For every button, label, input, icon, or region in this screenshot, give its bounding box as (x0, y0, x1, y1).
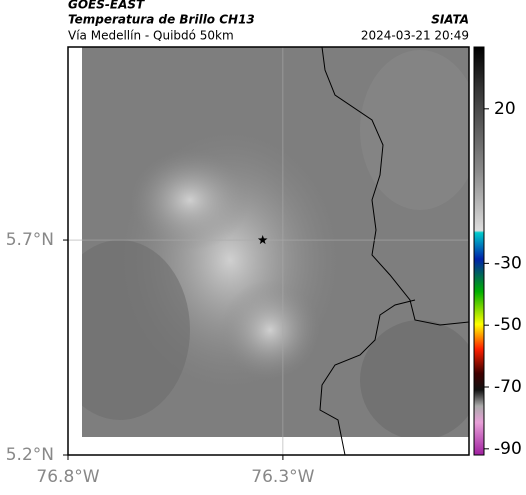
colorbar-tick-label: -70 (494, 377, 522, 397)
satellite-image (82, 47, 469, 437)
route: Vía Medellín - Quibdó 50km (68, 29, 234, 43)
source: SIATA (431, 13, 469, 27)
x-tick-label: 76.3°W (251, 467, 314, 487)
x-tick-label: 76.8°W (36, 467, 99, 487)
datetime: 2024-03-21 20:49 (361, 29, 469, 43)
y-tick-label: 5.7°N (6, 230, 54, 250)
title: GOES-EAST (68, 0, 145, 12)
colorbar-tick-label: 20 (494, 99, 516, 119)
map-frame (67, 46, 470, 456)
location-marker (257, 235, 268, 245)
colorbar (473, 46, 485, 456)
colorbar-tick-label: -50 (494, 315, 522, 335)
border (319, 299, 416, 456)
y-tick-label: 5.2°N (6, 445, 54, 465)
colorbar-tick-label: -30 (494, 253, 522, 273)
colorbar-tick-label: -90 (494, 439, 522, 459)
border (321, 46, 470, 326)
subtitle: Temperatura de Brillo CH13 (68, 13, 255, 27)
